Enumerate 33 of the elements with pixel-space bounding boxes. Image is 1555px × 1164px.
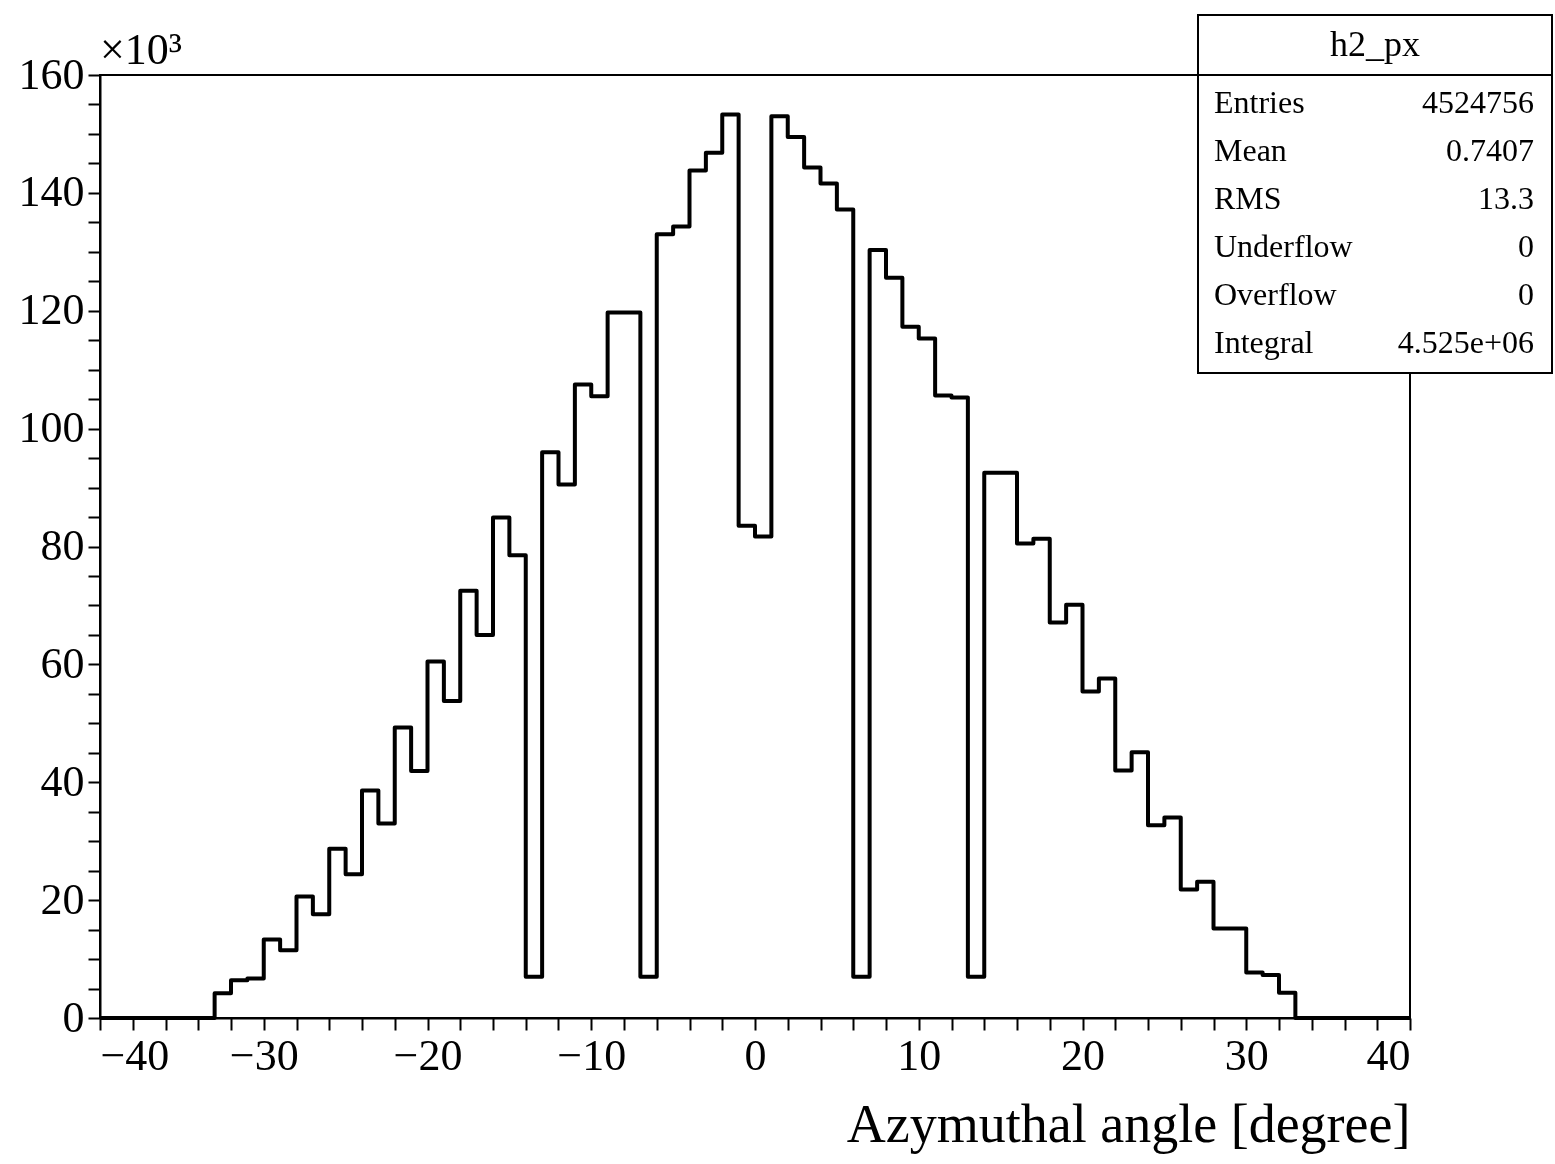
y-tick-label: 40 [40,756,85,806]
y-tick-label: 120 [18,285,85,335]
x-tick-label: 0 [744,1030,767,1080]
annotation: Underflow [1214,228,1353,264]
x-tick-label: 20 [1061,1030,1105,1080]
text: 4524756 [1422,84,1534,120]
y-tick-label: 20 [40,874,85,924]
x-axis-title: Azymuthal angle [degree] [846,1093,1411,1154]
y-tick-label: 80 [40,521,85,570]
annotation: Mean [1214,132,1287,168]
x-tick-label: 40 [1366,1030,1411,1080]
text: 0 [1518,276,1534,312]
y-tick-label: 140 [18,167,85,217]
x-tick-label: −40 [100,1030,170,1080]
x-tick-label: −20 [393,1030,463,1080]
annotation: RMS [1214,180,1282,216]
x-tick-label: 10 [897,1030,942,1080]
text: 0.7407 [1446,132,1534,168]
text: 0 [1518,228,1534,264]
x-tick-label: −30 [229,1030,299,1080]
annotation: Entries [1214,84,1305,120]
y-tick-label: 160 [18,49,85,99]
annotation: Overflow [1214,276,1337,312]
annotation: Integral [1214,324,1314,360]
text: 13.3 [1478,180,1534,216]
x-tick-label: −10 [557,1030,627,1080]
y-tick-label: 100 [18,403,85,453]
text: ×10³ [100,25,183,74]
x-tick-label: 30 [1224,1030,1269,1080]
annotation: 4.525e+06 [1397,324,1534,360]
text: h2_px [1330,24,1420,64]
y-tick-label: 60 [40,638,85,688]
y-tick-label: 0 [62,992,85,1042]
